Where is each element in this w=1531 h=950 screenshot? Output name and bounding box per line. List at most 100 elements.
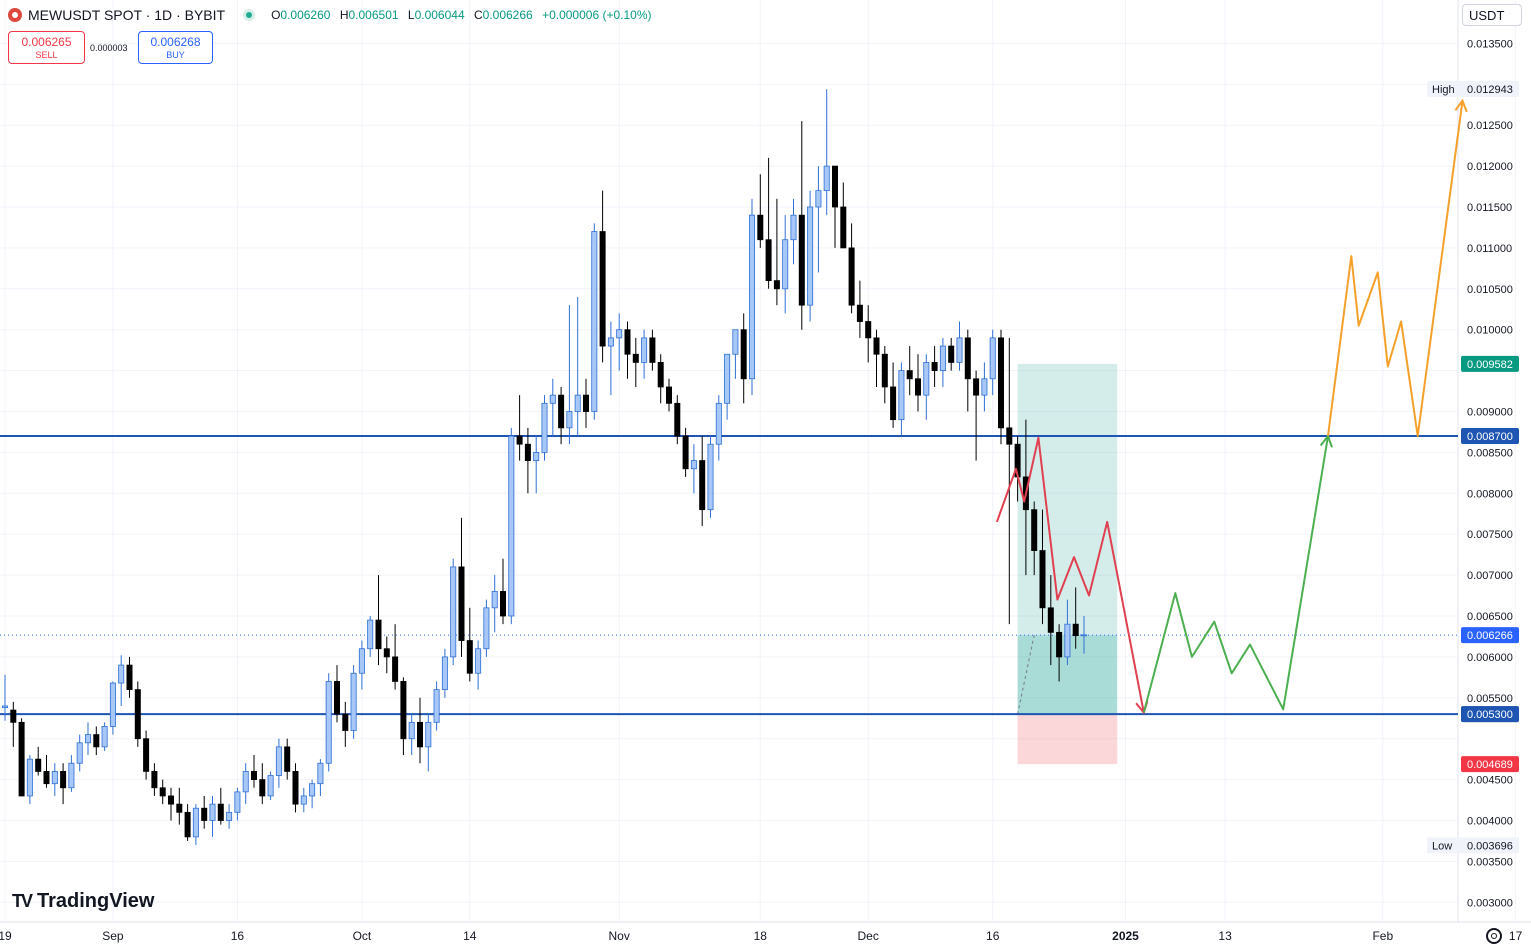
price-tick-label: 0.004500 <box>1467 775 1513 787</box>
high-value: 0.006501 <box>348 8 399 22</box>
candle-body <box>616 329 623 339</box>
candle-body <box>176 803 183 813</box>
candle-body <box>890 386 897 421</box>
price-tag <box>1461 706 1519 723</box>
candle-body <box>342 713 349 731</box>
candle-body <box>35 758 42 772</box>
candle-body <box>26 758 33 797</box>
candle-body <box>632 353 639 363</box>
spread-value: 0.000003 <box>90 43 128 53</box>
price-tick-label: 0.006000 <box>1467 652 1513 664</box>
candle-body <box>18 721 25 797</box>
chart-grid <box>0 0 1531 923</box>
candle-body <box>624 329 631 355</box>
candle-body <box>1031 509 1038 551</box>
candle-body <box>558 394 565 429</box>
candle-body <box>309 783 316 797</box>
position-zone[interactable] <box>1017 363 1118 765</box>
sell-price: 0.006265 <box>21 35 72 49</box>
buy-label: BUY <box>166 50 185 60</box>
tradingview-logo[interactable]: TV TradingView <box>12 890 154 913</box>
price-tick-label: 0.006500 <box>1467 611 1513 623</box>
price-tag-label: 0.006266 <box>1467 630 1513 642</box>
extreme-marker-value: 0.003696 <box>1467 840 1513 852</box>
candle-body <box>317 762 324 785</box>
candle-body <box>333 681 340 715</box>
price-tick-label: 0.007500 <box>1467 529 1513 541</box>
candle-body <box>956 337 963 363</box>
candle-body <box>126 664 133 691</box>
price-labels: 0.0095820.0087000.0062660.0053010.005300… <box>1427 80 1519 854</box>
candle-body <box>51 771 58 785</box>
candle-body <box>383 648 390 658</box>
candle-body <box>300 795 307 805</box>
candle-body <box>109 682 116 727</box>
candle-body <box>1039 550 1046 609</box>
time-tick-label: Sep <box>102 929 124 943</box>
candle-body <box>217 803 224 821</box>
price-tick-label: 0.012000 <box>1467 161 1513 173</box>
candle-body <box>757 214 764 241</box>
candle-body <box>599 231 606 347</box>
candle-body <box>284 746 291 772</box>
buy-button[interactable]: 0.006268 BUY <box>138 31 213 64</box>
currency-select[interactable]: USDT <box>1462 4 1522 26</box>
price-tick-label: 0.005500 <box>1467 693 1513 705</box>
candle-body <box>458 566 465 641</box>
candle-body <box>649 337 656 363</box>
candle-body <box>259 779 266 797</box>
time-tick-label: 16 <box>986 929 1000 943</box>
candle-body <box>68 762 75 789</box>
time-tick-label: 2025 <box>1112 929 1139 943</box>
support-resistance-lines[interactable] <box>0 435 1458 716</box>
candle-body <box>566 411 573 429</box>
candle-body <box>832 165 839 208</box>
candle-body <box>441 656 448 691</box>
price-axis[interactable]: 0.003000 0.003500 0.004000 0.004500 0.005500… <box>1467 38 1513 909</box>
time-tick-label: Feb <box>1372 929 1393 943</box>
candle-body <box>583 394 590 412</box>
candle-body <box>682 435 689 470</box>
candle-body <box>574 394 581 412</box>
sell-label: SELL <box>35 50 58 60</box>
time-axis[interactable]: 19Sep16Oct14Nov18Dec16202513Feb17Mar <box>0 929 1531 943</box>
candle-body <box>549 394 556 404</box>
candle-body <box>807 206 814 306</box>
ohlc-readout: O0.006260 H0.006501 L0.006044 C0.006266 … <box>271 8 657 22</box>
candle-body <box>1072 623 1079 637</box>
extreme-marker-label: Low <box>1432 840 1452 852</box>
price-tick-label: 0.003000 <box>1467 897 1513 909</box>
candle-body <box>483 607 490 650</box>
candle-body <box>973 378 980 396</box>
settings-gear-icon[interactable] <box>1486 928 1502 944</box>
time-tick-label: Oct <box>353 929 372 943</box>
candle-body <box>85 734 92 744</box>
symbol-title[interactable]: MEWUSDT SPOT · 1D · BYBIT <box>28 7 226 23</box>
candle-body <box>898 370 905 421</box>
candle-body <box>250 771 257 780</box>
time-tick-label: 19 <box>0 929 12 943</box>
candle-body <box>815 190 822 208</box>
candle-body <box>856 304 863 322</box>
candle-body <box>325 681 332 764</box>
candle-body <box>915 378 922 396</box>
candle-body <box>10 709 17 723</box>
candle-body <box>524 443 531 461</box>
sell-button[interactable]: 0.006265 SELL <box>8 31 85 64</box>
candle-body <box>699 460 706 511</box>
candle-body <box>641 337 648 363</box>
candle-body <box>964 337 971 380</box>
candle-body <box>591 231 598 412</box>
candle-body <box>923 362 930 396</box>
candle-body <box>707 443 714 511</box>
projection-paths[interactable] <box>995 98 1468 715</box>
candle-body <box>989 337 996 380</box>
candle-body <box>690 460 697 470</box>
price-tick-label: 0.009000 <box>1467 407 1513 419</box>
symbol-logo-icon <box>8 8 22 22</box>
candle-body <box>773 280 780 290</box>
candle-body <box>151 771 158 789</box>
candle-body <box>400 681 407 740</box>
candle-body <box>275 746 282 776</box>
